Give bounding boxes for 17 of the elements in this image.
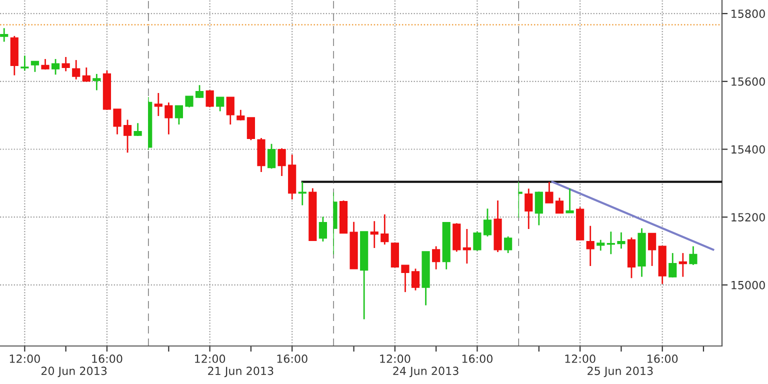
x-axis-title: 24 Jun 2013 xyxy=(393,366,458,378)
x-tick-label: 12:00 xyxy=(195,354,226,363)
y-tick-label: 15000 xyxy=(732,280,765,290)
x-tick-label: 16:00 xyxy=(92,354,122,363)
x-tick-label: 12:00 xyxy=(380,354,410,363)
x-tick-label: 16:00 xyxy=(462,354,492,363)
x-tick-label: 12:00 xyxy=(565,354,596,363)
y-tick-label: 15800 xyxy=(732,10,765,18)
x-axis-title: 21 Jun 2013 xyxy=(208,366,274,378)
x-axis-title: 25 Jun 2013 xyxy=(588,366,653,378)
x-tick-label: 12:00 xyxy=(10,354,40,363)
y-tick-label: 15400 xyxy=(732,145,765,154)
x-axis-title: 20 Jun 2013 xyxy=(41,366,107,378)
x-tick-label: 16:00 xyxy=(277,354,308,363)
y-tick-label: 15600 xyxy=(732,77,765,86)
x-tick-label: 16:00 xyxy=(648,354,678,363)
y-tick-label: 15200 xyxy=(732,213,765,222)
